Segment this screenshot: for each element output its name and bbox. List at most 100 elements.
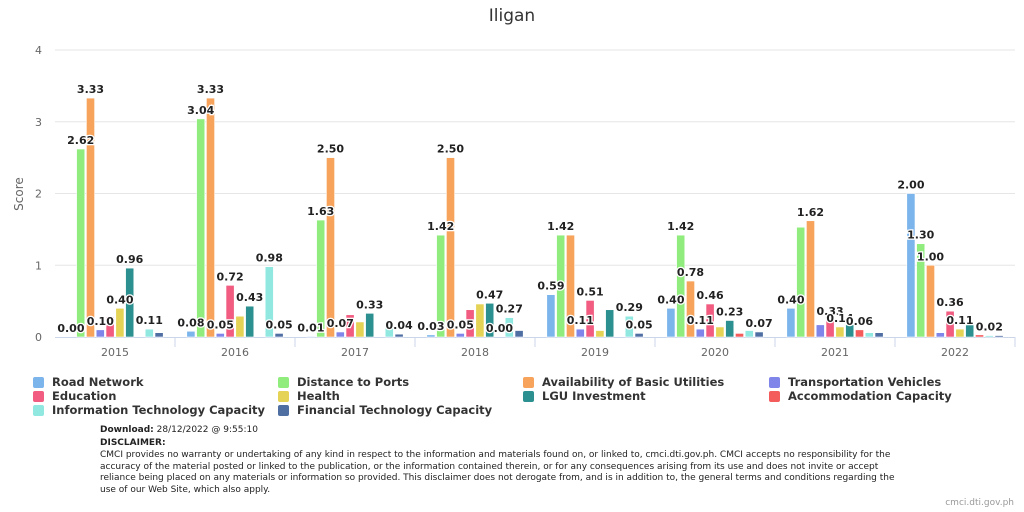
legend-label: Education <box>52 389 117 403</box>
bar-information-technology-capacity[interactable] <box>744 330 754 338</box>
legend-item[interactable]: Transportation Vehicles <box>769 375 941 389</box>
bar-financial-technology-capacity[interactable] <box>514 330 524 338</box>
bar-transportation-vehicles[interactable] <box>575 328 585 338</box>
bar-education[interactable] <box>225 285 235 338</box>
data-label: 0.06 <box>846 315 873 328</box>
bar-availability-of-basic-utilities[interactable] <box>206 97 215 338</box>
bar-availability-of-basic-utilities[interactable] <box>446 157 455 338</box>
bar-lgu-investment[interactable] <box>725 320 735 338</box>
bar-distance-to-ports[interactable] <box>556 234 566 338</box>
bar-accommodation-capacity[interactable] <box>975 334 984 338</box>
bar-financial-technology-capacity[interactable] <box>754 331 764 338</box>
legend-swatch <box>523 376 534 388</box>
legend-item[interactable]: Education <box>33 389 116 403</box>
bar-financial-technology-capacity[interactable] <box>994 335 1004 338</box>
legend-item[interactable]: Health <box>278 389 340 403</box>
bar-availability-of-basic-utilities[interactable] <box>806 220 815 338</box>
bar-transportation-vehicles[interactable] <box>935 332 945 338</box>
bar-information-technology-capacity[interactable] <box>984 335 994 338</box>
bar-financial-technology-capacity[interactable] <box>274 333 284 338</box>
data-label: 0.40 <box>657 293 684 306</box>
bar-availability-of-basic-utilities[interactable] <box>686 280 695 338</box>
bar-education[interactable] <box>465 309 475 338</box>
bar-lgu-investment[interactable] <box>605 309 615 338</box>
x-tick-label: 2021 <box>821 346 849 359</box>
bar-transportation-vehicles[interactable] <box>695 328 705 338</box>
bar-education[interactable] <box>825 319 835 338</box>
data-label: 0.46 <box>697 289 724 302</box>
bar-lgu-investment[interactable] <box>965 321 975 338</box>
bar-lgu-investment[interactable] <box>125 267 135 338</box>
bar-availability-of-basic-utilities[interactable] <box>86 97 95 338</box>
bar-health[interactable] <box>475 303 485 338</box>
bar-health[interactable] <box>355 321 365 338</box>
x-tick-label: 2017 <box>341 346 369 359</box>
bar-distance-to-ports[interactable] <box>76 148 86 338</box>
bar-information-technology-capacity[interactable] <box>144 328 154 338</box>
bar-lgu-investment[interactable] <box>845 324 855 338</box>
bar-road-network[interactable] <box>666 307 676 338</box>
legend-item[interactable]: Availability of Basic Utilities <box>523 375 724 389</box>
bar-health[interactable] <box>715 326 725 338</box>
bar-financial-technology-capacity[interactable] <box>394 333 404 338</box>
bar-accommodation-capacity[interactable] <box>735 333 744 338</box>
bar-transportation-vehicles[interactable] <box>455 333 465 338</box>
bar-road-network[interactable] <box>786 307 796 338</box>
bar-health[interactable] <box>955 328 965 338</box>
bar-information-technology-capacity[interactable] <box>864 332 874 338</box>
bar-distance-to-ports[interactable] <box>316 219 326 338</box>
bar-education[interactable] <box>585 300 595 338</box>
bar-information-technology-capacity[interactable] <box>504 317 514 338</box>
bar-health[interactable] <box>595 330 605 338</box>
bar-education[interactable] <box>945 310 955 338</box>
bar-distance-to-ports[interactable] <box>676 234 686 338</box>
bar-transportation-vehicles[interactable] <box>215 333 225 338</box>
data-label: 0.07 <box>746 317 773 330</box>
bar-lgu-investment[interactable] <box>365 313 375 338</box>
data-label: 2.50 <box>437 143 464 156</box>
bar-distance-to-ports[interactable] <box>436 234 446 338</box>
bar-accommodation-capacity[interactable] <box>855 329 864 338</box>
legend-item[interactable]: Road Network <box>33 375 144 389</box>
bar-road-network[interactable] <box>906 193 916 338</box>
bar-transportation-vehicles[interactable] <box>335 331 345 338</box>
bar-information-technology-capacity[interactable] <box>264 266 274 338</box>
bar-financial-technology-capacity[interactable] <box>634 333 644 338</box>
bar-health[interactable] <box>115 307 125 338</box>
x-tick-label: 2015 <box>101 346 129 359</box>
legend-label: LGU Investment <box>542 389 646 403</box>
chart-title: Iligan <box>488 6 536 26</box>
bar-availability-of-basic-utilities[interactable] <box>326 157 335 338</box>
bar-financial-technology-capacity[interactable] <box>874 332 884 338</box>
legend-item[interactable]: Distance to Ports <box>278 375 409 389</box>
bar-education[interactable] <box>345 314 355 338</box>
bar-lgu-investment[interactable] <box>245 305 255 338</box>
credit-link[interactable]: cmci.dti.gov.ph <box>945 498 1014 508</box>
bar-financial-technology-capacity[interactable] <box>154 332 164 338</box>
bar-road-network[interactable] <box>546 294 556 338</box>
bar-availability-of-basic-utilities[interactable] <box>926 264 935 338</box>
bar-road-network[interactable] <box>306 335 316 338</box>
bar-education[interactable] <box>705 303 715 338</box>
bar-health[interactable] <box>235 315 245 338</box>
legend-item[interactable]: Information Technology Capacity <box>33 403 265 417</box>
bar-road-network[interactable] <box>186 330 196 338</box>
bar-distance-to-ports[interactable] <box>796 226 806 338</box>
legend-item[interactable]: Accommodation Capacity <box>769 389 952 403</box>
legend-swatch <box>33 390 44 402</box>
data-label: 0.00 <box>57 322 84 335</box>
legend-item[interactable]: LGU Investment <box>523 389 646 403</box>
bar-transportation-vehicles[interactable] <box>95 329 105 338</box>
bar-health[interactable] <box>835 326 845 338</box>
bar-transportation-vehicles[interactable] <box>815 324 825 338</box>
bar-distance-to-ports[interactable] <box>916 243 926 338</box>
bar-distance-to-ports[interactable] <box>196 118 206 338</box>
bar-information-technology-capacity[interactable] <box>624 315 634 338</box>
bar-information-technology-capacity[interactable] <box>384 327 394 338</box>
bar-road-network[interactable] <box>426 334 436 338</box>
legend-item[interactable]: Financial Technology Capacity <box>278 403 492 417</box>
bar-lgu-investment[interactable] <box>485 302 495 338</box>
data-label: 0.00 <box>486 322 513 335</box>
bar-availability-of-basic-utilities[interactable] <box>566 234 575 338</box>
bar-education[interactable] <box>105 316 115 338</box>
